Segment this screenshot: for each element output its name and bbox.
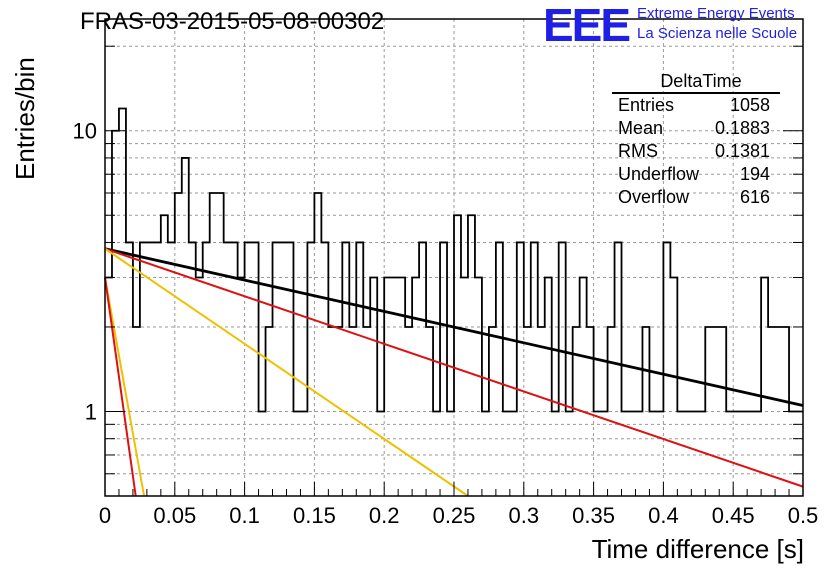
fit-line xyxy=(104,277,146,497)
x-tick-label: 0.3 xyxy=(509,503,540,528)
x-tick-label: 0.15 xyxy=(293,503,336,528)
y-axis-label: Entries/bin xyxy=(10,57,40,180)
x-axis-label: Time difference [s] xyxy=(591,534,804,564)
x-tick-label: 0.1 xyxy=(229,503,260,528)
stats-box: DeltaTime Entries 1058 Mean 0.1883 RMS 0… xyxy=(612,70,780,209)
fit-line xyxy=(104,247,469,497)
x-tick-label: 0 xyxy=(99,503,111,528)
logo-caption: Extreme Energy Events La Scienza nelle S… xyxy=(637,4,797,44)
stats-row-mean: Mean 0.1883 xyxy=(612,117,780,140)
y-tick-label: 10 xyxy=(73,119,97,144)
stats-row-rms: RMS 0.1381 xyxy=(612,140,780,163)
fit-curves xyxy=(104,247,804,497)
y-tick-label: 1 xyxy=(85,399,97,424)
axis-ticks xyxy=(104,45,804,497)
fit-line xyxy=(104,277,137,497)
stats-title: DeltaTime xyxy=(612,70,780,94)
stats-value: 0.1381 xyxy=(714,141,770,161)
logo-line-1: Extreme Energy Events xyxy=(637,5,795,22)
stats-label: Entries xyxy=(618,95,675,115)
stats-label: Underflow xyxy=(618,164,700,184)
histogram-bins xyxy=(105,107,803,413)
stats-value: 0.1883 xyxy=(714,118,770,138)
fit-line xyxy=(104,247,804,488)
x-tick-label: 0.35 xyxy=(572,503,615,528)
chart-title: FRAS-03-2015-05-08-00302 xyxy=(80,8,385,35)
x-tick-label: 0.5 xyxy=(788,503,819,528)
x-tick-label: 0.25 xyxy=(433,503,476,528)
stats-row-overflow: Overflow 616 xyxy=(612,186,780,209)
stats-label: Overflow xyxy=(618,187,690,207)
x-tick-label: 0.2 xyxy=(369,503,400,528)
stats-label: RMS xyxy=(618,141,658,161)
x-tick-label: 0.05 xyxy=(153,503,196,528)
histogram-outline xyxy=(105,107,803,413)
logo-line-2: La Scienza nelle Scuole xyxy=(637,25,798,42)
stats-row-underflow: Underflow 194 xyxy=(612,163,780,186)
stats-label: Mean xyxy=(618,118,664,138)
stats-value: 194 xyxy=(739,164,770,184)
stats-value: 616 xyxy=(739,187,770,207)
stats-value: 1058 xyxy=(729,95,770,115)
x-tick-label: 0.4 xyxy=(648,503,679,528)
stats-row-entries: Entries 1058 xyxy=(612,94,780,117)
axis-tick-labels: 0 0.05 0.1 0.15 0.2 0.25 0.3 0.35 0.4 0.45 0.5 1 10 xyxy=(73,119,819,528)
fit-line xyxy=(104,247,804,407)
x-tick-label: 0.45 xyxy=(712,503,755,528)
eee-logo: EEE xyxy=(543,0,631,51)
